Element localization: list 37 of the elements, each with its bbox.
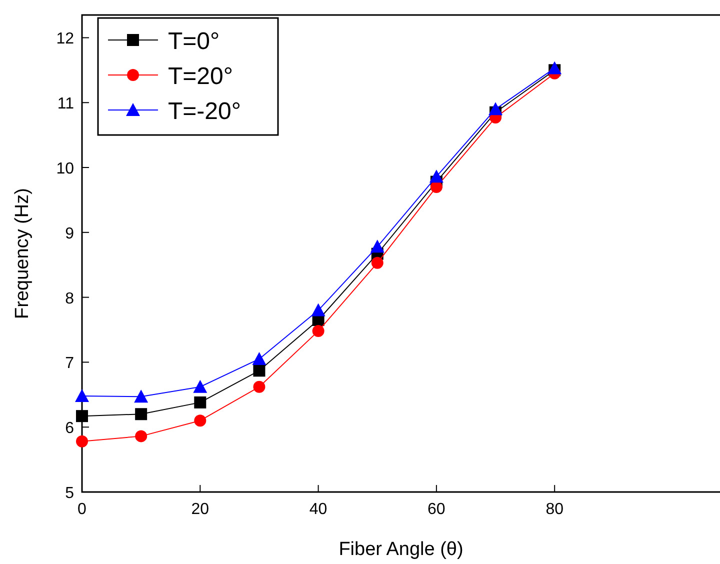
point — [76, 435, 88, 448]
point — [134, 390, 148, 403]
y-tick-label: 7 — [65, 355, 74, 372]
y-tick-label: 8 — [65, 290, 74, 308]
point — [193, 380, 208, 393]
point — [429, 170, 444, 183]
point — [194, 396, 206, 408]
point — [370, 240, 384, 253]
point — [252, 352, 266, 365]
x-axis-title: Fiber Angle (θ) — [338, 539, 464, 560]
y-axis-title: Frequency (Hz) — [12, 188, 33, 319]
y-tick-label: 12 — [56, 30, 74, 48]
x-tick-label: 20 — [191, 501, 210, 518]
point — [488, 102, 503, 116]
y-tick-label: 5 — [65, 485, 74, 502]
y-tick-label: 10 — [56, 160, 74, 178]
x-tick-label: 80 — [546, 501, 564, 518]
x-tick-label: 0 — [78, 501, 87, 518]
x-tick-label: 40 — [309, 501, 328, 518]
point — [371, 256, 384, 269]
point — [135, 408, 148, 420]
point — [311, 303, 326, 316]
point — [76, 410, 88, 422]
y-tick-label: 6 — [65, 420, 74, 438]
point — [548, 61, 562, 74]
point — [253, 380, 266, 393]
legend-label: T=0° — [168, 28, 220, 55]
y-tick-label: 11 — [57, 96, 74, 113]
point — [194, 414, 206, 427]
point — [75, 388, 89, 402]
point — [312, 325, 324, 338]
x-tick-label: 60 — [428, 501, 446, 518]
point — [253, 364, 266, 377]
legend-label: T=20° — [168, 63, 233, 90]
legend-label: T=-20° — [168, 98, 241, 125]
point — [135, 430, 148, 442]
y-tick-label: 9 — [65, 225, 74, 242]
